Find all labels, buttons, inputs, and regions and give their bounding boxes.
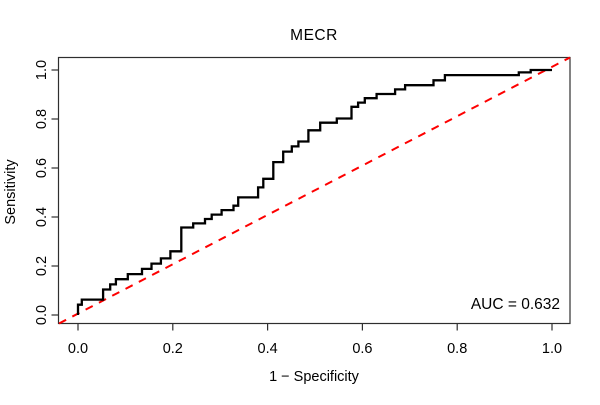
- x-axis-tick-label: 0.2: [163, 341, 183, 357]
- x-axis-tick-label: 0.4: [258, 341, 278, 357]
- plot-title: MECR: [290, 27, 338, 44]
- x-axis-tick-label: 0.0: [68, 341, 88, 357]
- roc-curve: [76, 68, 552, 315]
- y-axis-tick-label: 0.0: [34, 305, 50, 325]
- y-axis-tick-label: 0.4: [34, 207, 50, 227]
- x-axis-tick-label: 1.0: [542, 341, 562, 357]
- y-axis-tick-label: 0.2: [34, 256, 50, 276]
- x-axis-tick-label: 0.8: [447, 341, 467, 357]
- y-axis-tick-label: 0.6: [34, 158, 50, 178]
- plot-box: [57, 56, 571, 325]
- y-axis: 0.0 0.2 0.4 0.6 0.8 1.0: [34, 60, 59, 325]
- x-axis-label: 1 − Specificity: [269, 369, 360, 385]
- auc-annotation: AUC = 0.632: [471, 296, 560, 313]
- chance-diagonal-line: [58, 56, 571, 325]
- y-axis-label: Sensitivity: [3, 159, 19, 225]
- x-axis: 0.0 0.2 0.4 0.6 0.8 1.0: [68, 323, 562, 357]
- y-axis-tick-label: 1.0: [34, 60, 50, 80]
- y-axis-tick-label: 0.8: [34, 109, 50, 129]
- x-axis-tick-label: 0.6: [352, 341, 372, 357]
